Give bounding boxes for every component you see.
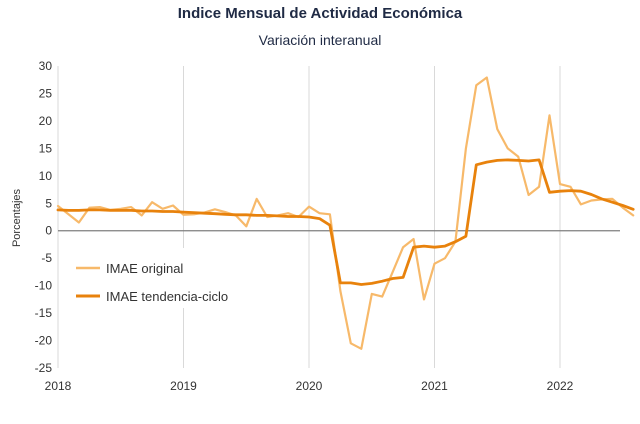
y-tick-label: -15 (35, 306, 53, 320)
x-tick-label: 2021 (421, 379, 448, 393)
y-tick-label: -10 (35, 279, 53, 293)
x-tick-label: 2019 (170, 379, 197, 393)
x-tick-label: 2020 (296, 379, 323, 393)
y-tick-label: -25 (35, 361, 53, 375)
y-tick-label: 10 (39, 169, 53, 183)
chart-title: Indice Mensual de Actividad Económica (177, 5, 463, 22)
y-axis-label: Porcentajes (11, 188, 23, 247)
chart-subtitle: Variación interanual (258, 32, 382, 48)
legend-label: IMAE tendencia-ciclo (106, 289, 228, 304)
x-tick-label: 2018 (45, 379, 72, 393)
x-tick-label: 2022 (547, 379, 574, 393)
series-line-imae-tendencia-ciclo (56, 158, 635, 286)
y-tick-label: 0 (45, 224, 52, 238)
legend-box (68, 248, 246, 308)
y-tick-label: 20 (39, 114, 53, 128)
y-tick-label: 15 (39, 141, 53, 155)
x-axis-ticks: 2018 2019 2020 2021 2022 (45, 379, 574, 393)
series-line-imae-original (56, 76, 635, 350)
y-tick-label: 5 (45, 196, 52, 210)
y-tick-label: -5 (41, 251, 52, 265)
y-tick-label: -20 (35, 334, 53, 348)
legend: IMAE original IMAE tendencia-ciclo (76, 261, 228, 304)
legend-label: IMAE original (106, 261, 183, 276)
y-tick-label: 30 (39, 59, 53, 73)
y-axis-ticks: 30 25 20 15 10 5 0 -5 -10 -15 -20 -25 (35, 59, 53, 375)
series-layer (56, 76, 635, 350)
y-tick-label: 25 (39, 86, 53, 100)
